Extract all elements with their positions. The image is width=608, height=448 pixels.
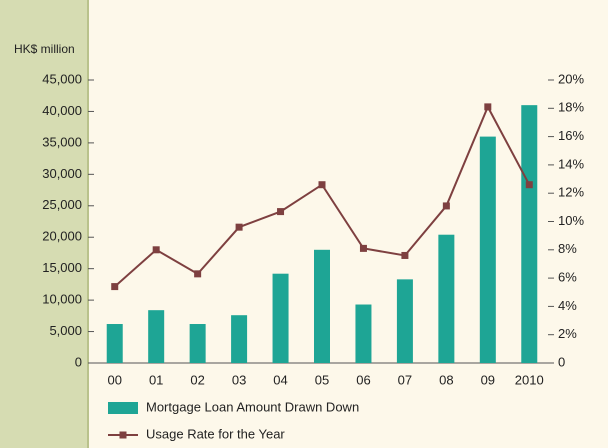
bar [189,324,206,363]
y-tick-label: 10,000 [42,292,82,307]
y2-tick-label: 20% [558,71,584,86]
y2-tick-label: 18% [558,100,584,115]
y-tick-label: 15,000 [42,260,82,275]
legend-label: Mortgage Loan Amount Drawn Down [146,399,359,414]
y-tick-label: 0 [75,354,82,369]
bar [272,273,289,363]
marker [318,181,326,189]
y2-tick-label: 2% [558,326,577,341]
y-axis-label: HK$ million [14,42,75,56]
bar [314,249,330,363]
bar [106,324,123,363]
y2-tick-label: 10% [558,213,584,228]
marker [401,251,409,259]
marker [484,103,492,111]
x-tick-label: 06 [356,372,370,387]
marker [235,223,243,231]
marker [152,246,160,254]
marker [194,270,202,278]
y2-tick-label: 4% [558,298,577,313]
bar [396,279,413,363]
y2-tick-label: 12% [558,185,584,200]
bar [479,136,496,363]
x-tick-label: 08 [439,372,453,387]
x-tick-label: 05 [315,372,329,387]
y-tick-label: 25,000 [42,197,82,212]
x-tick-label: 04 [273,372,287,387]
x-tick-label: 03 [232,372,246,387]
legend-label: Usage Rate for the Year [146,426,285,441]
y-tick-label: 20,000 [42,229,82,244]
y-tick-label: 40,000 [42,103,82,118]
y2-tick-label: 6% [558,270,577,285]
y2-tick-label: 14% [558,156,584,171]
x-tick-label: 2010 [515,372,544,387]
x-tick-label: 00 [107,372,121,387]
bar [355,304,372,363]
bar [148,310,165,363]
y-tick-label: 45,000 [42,71,82,86]
x-tick-label: 01 [149,372,163,387]
marker [525,181,533,189]
y2-tick-label: 8% [558,241,577,256]
bar [438,234,455,363]
y2-tick-label: 16% [558,128,584,143]
y-tick-label: 30,000 [42,166,82,181]
bar [231,315,248,363]
x-tick-label: 09 [481,372,495,387]
legend-swatch [108,402,138,414]
y2-tick-label: 0 [558,354,565,369]
x-tick-label: 07 [398,372,412,387]
marker [277,208,285,216]
x-tick-label: 02 [190,372,204,387]
bar [521,105,538,364]
marker [359,244,367,252]
marker [442,202,450,210]
legend-swatch [119,431,127,439]
y-tick-label: 35,000 [42,134,82,149]
marker [111,283,119,291]
y-tick-label: 5,000 [49,323,82,338]
side-panel [0,0,88,448]
